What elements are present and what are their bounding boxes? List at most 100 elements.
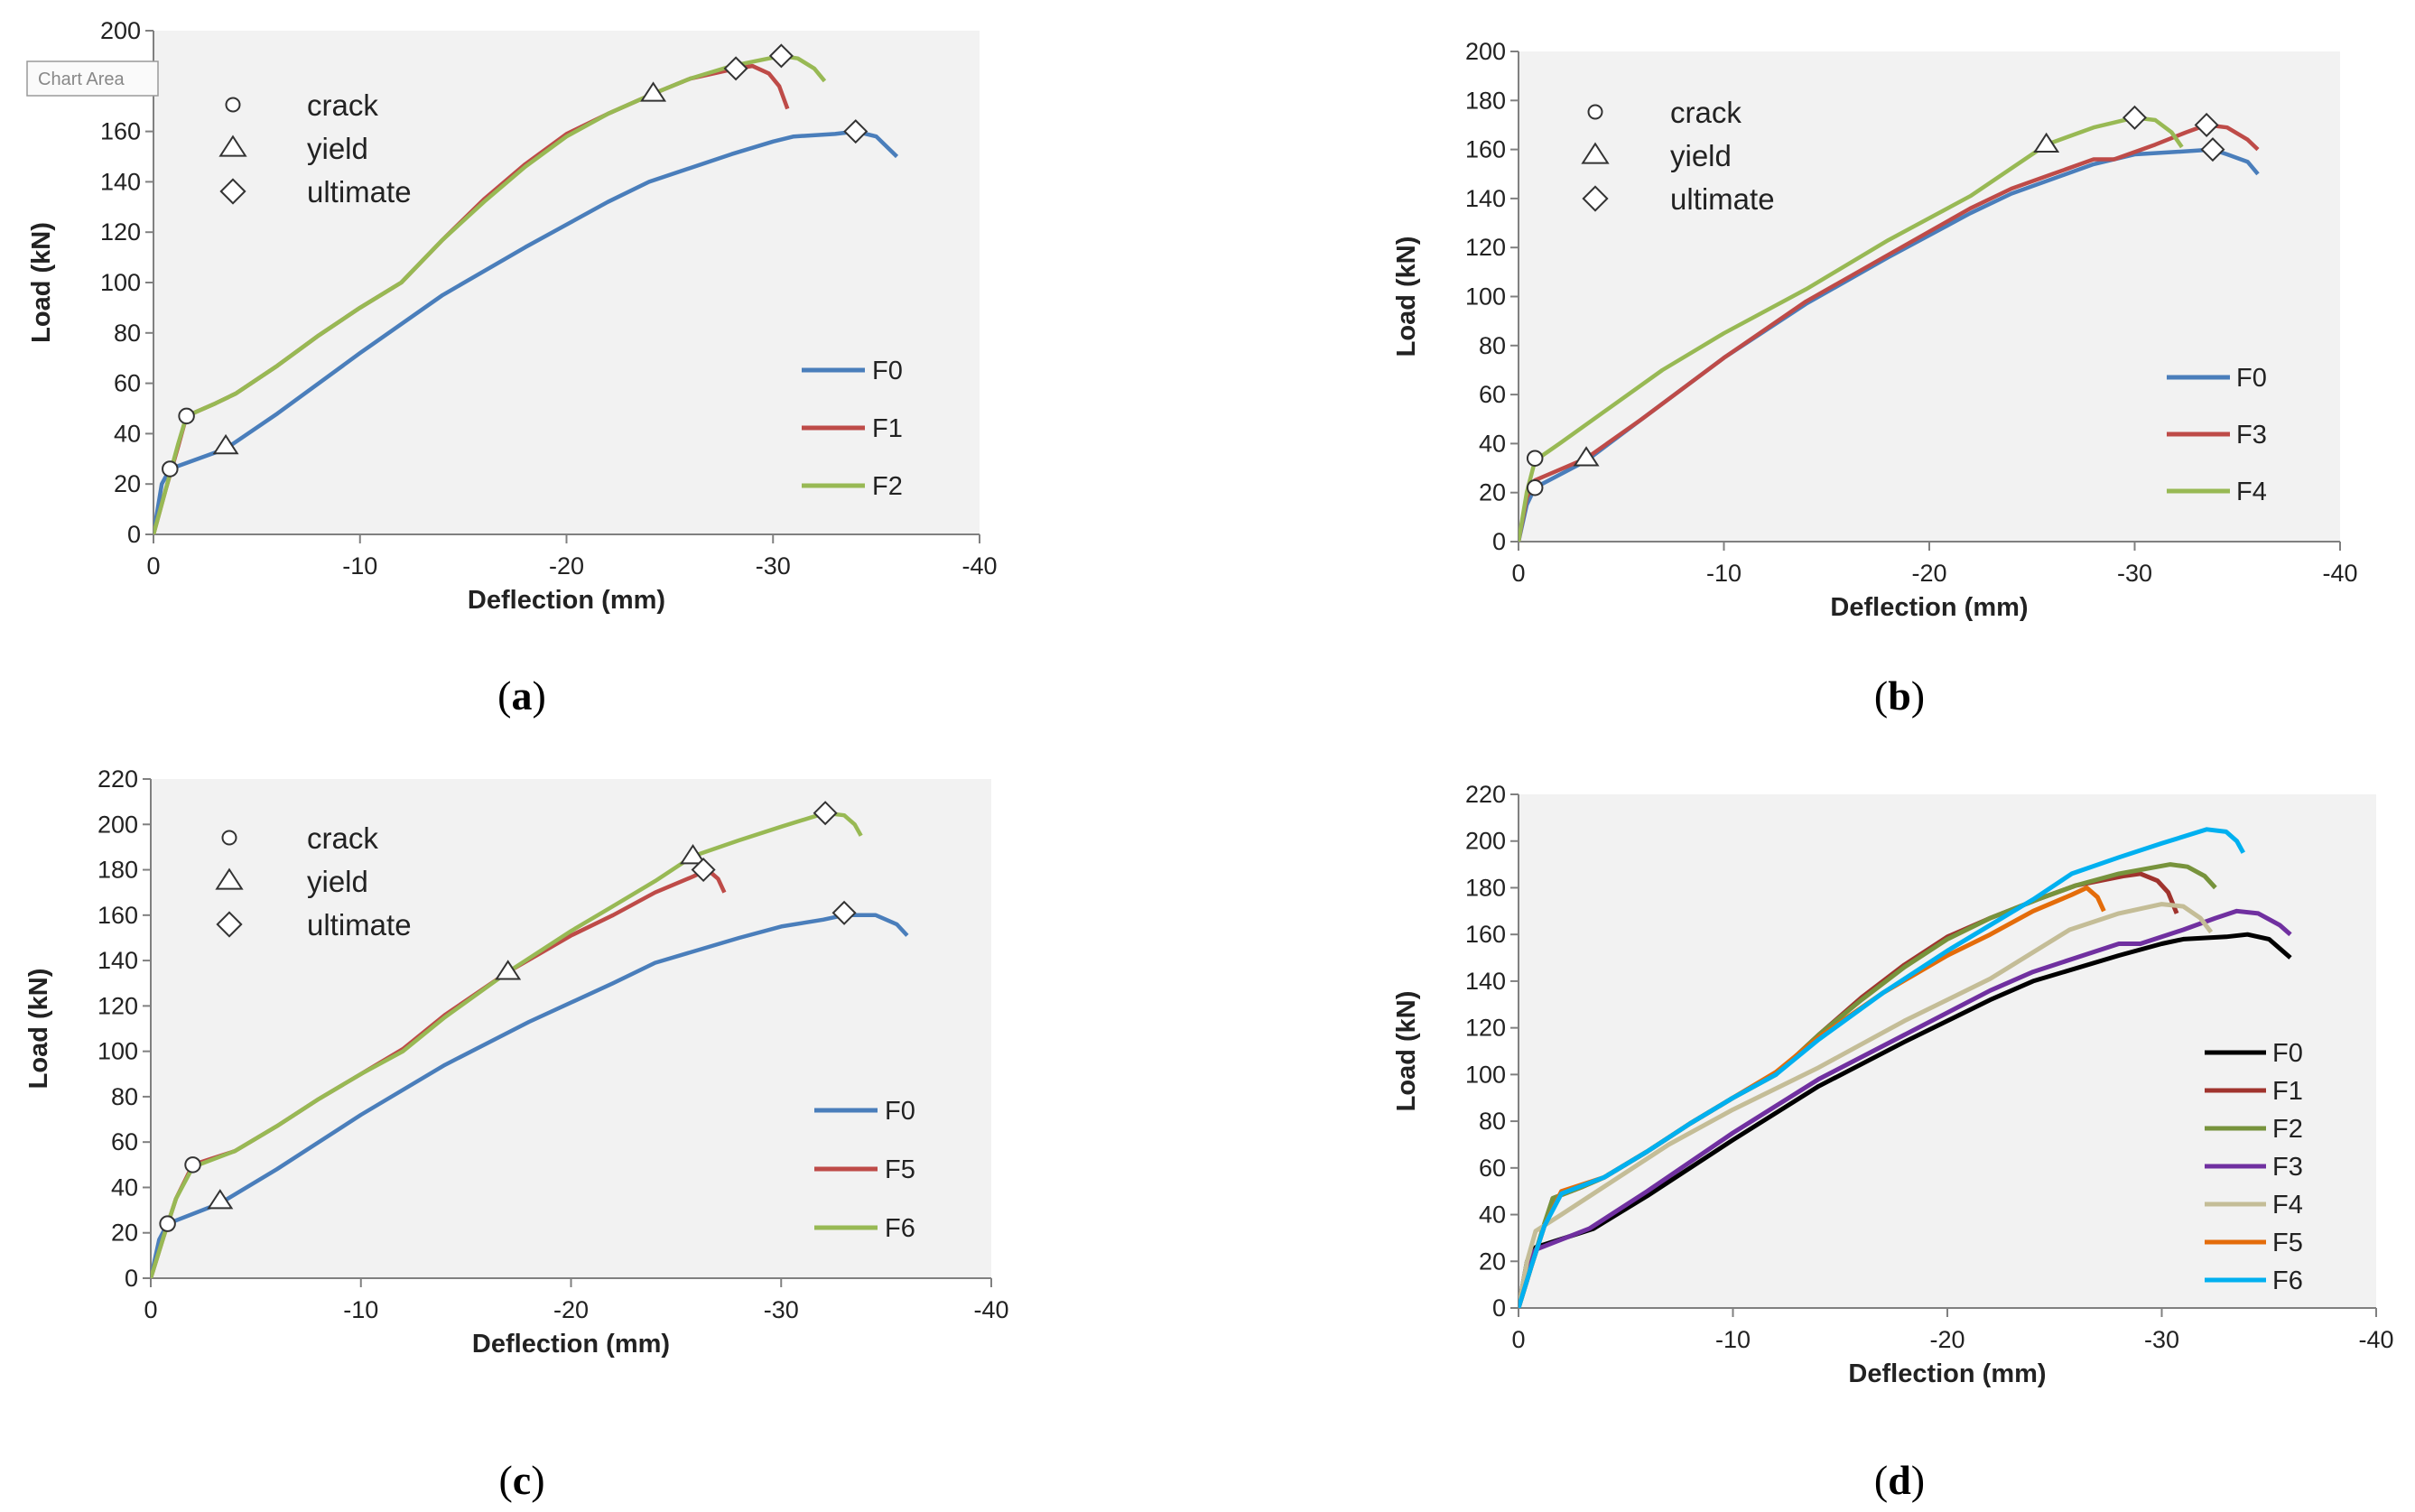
caption-paren-close: ): [1911, 673, 1925, 719]
x-tick-label: 0: [1511, 1326, 1525, 1353]
chart-d: 0 20 40 60 80 100 120 140 160 180 200 220 0 -10 -20 -30…: [1392, 781, 2394, 1503]
marker-diamond-point: [2200, 137, 2225, 162]
y-tick-label: 0: [127, 521, 141, 548]
y-tick-label: 40: [1479, 430, 1506, 457]
y-tick-label: 100: [1465, 1061, 1506, 1088]
marker-diamond-point: [768, 43, 794, 69]
y-tick-label: 40: [114, 420, 141, 447]
marker-diamond-point: [2194, 112, 2219, 137]
legend-diamond-symbol: [219, 178, 246, 205]
x-axis-title: Deflection (mm): [1830, 593, 2028, 622]
marker-diamond-point: [831, 900, 857, 925]
series-line-F6: [1519, 827, 2245, 1308]
marker-triangle-point: [212, 433, 239, 455]
marker-triangle-point: [680, 844, 706, 865]
x-tick-label: -10: [1715, 1326, 1751, 1353]
x-tick-label: 0: [1511, 560, 1525, 587]
y-tick-label: 80: [111, 1083, 138, 1110]
marker-diamond-point: [2122, 105, 2148, 130]
y-tick-label: 120: [100, 218, 141, 246]
caption-paren-open: (: [497, 673, 511, 719]
y-tick-label: 20: [1479, 479, 1506, 506]
x-tick-label: -40: [2358, 1326, 2393, 1353]
marker-circle-point: [159, 1215, 176, 1232]
x-tick-label: -40: [2322, 560, 2357, 587]
legend-label-F4: F4: [2272, 1191, 2303, 1220]
legend-circle-symbol: [225, 97, 241, 113]
x-tick-label: -20: [549, 552, 584, 580]
marker-circle-point: [1526, 450, 1544, 467]
chart-a: 0204060801001201401601802000-10-20-30-40…: [26, 17, 998, 719]
x-tick-label: -30: [2144, 1326, 2179, 1353]
legend-label-F6: F6: [885, 1214, 915, 1243]
y-tick-label: 0: [1492, 1294, 1506, 1322]
x-tick-label: 0: [144, 1296, 157, 1323]
x-tick-label: -40: [961, 552, 997, 580]
y-tick-label: 160: [98, 902, 138, 929]
chart-c: 0 20 40 60 80 100 120 140 160 180 200 220 0 -10 -20 -30…: [24, 765, 1009, 1503]
y-axis-title: Load (kN): [1392, 237, 1421, 357]
y-tick-label: 100: [1465, 283, 1506, 311]
panel-caption-b: (b): [1874, 673, 1925, 719]
y-tick-label: 60: [114, 370, 141, 397]
y-tick-label: 160: [100, 118, 141, 145]
legend-circle-symbol: [1587, 104, 1603, 120]
legend-label-F3: F3: [2272, 1153, 2303, 1182]
y-tick-label: 200: [98, 811, 138, 838]
chart-area-tooltip-box: [26, 60, 159, 97]
y-tick-label: 0: [125, 1265, 138, 1292]
legend-circle-symbol: [221, 830, 237, 846]
y-tick-label: 140: [100, 168, 141, 195]
y-tick-label: 120: [98, 992, 138, 1019]
caption-letter: a: [512, 673, 533, 719]
caption-letter: c: [513, 1457, 531, 1503]
caption-letter: b: [1888, 673, 1911, 719]
y-tick-label: 60: [1479, 381, 1506, 408]
y-tick-label: 180: [1465, 87, 1506, 114]
y-tick-label: 40: [1479, 1201, 1506, 1229]
caption-paren-open: (: [1874, 673, 1888, 719]
marker-diamond-point: [691, 858, 716, 883]
y-axis-title: Load (kN): [1392, 991, 1421, 1112]
legend-diamond-label: ultimate: [307, 908, 412, 942]
x-tick-label: -10: [342, 552, 377, 580]
marker-triangle-point: [640, 81, 667, 102]
legend-label-F0: F0: [2236, 364, 2267, 393]
x-tick-label: -10: [343, 1296, 378, 1323]
y-tick-label: 160: [1465, 136, 1506, 163]
marker-diamond-point: [843, 119, 868, 144]
marker-triangle-point: [1573, 446, 1600, 467]
legend-label-F4: F4: [2236, 478, 2267, 506]
marker-diamond-point: [723, 56, 748, 81]
y-tick-label: 60: [111, 1128, 138, 1155]
marker-triangle-point: [495, 960, 522, 980]
marker-circle-point: [162, 460, 179, 478]
chart-area-tooltip-label: Chart Area: [38, 70, 125, 89]
marker-triangle-point: [207, 1189, 234, 1210]
x-axis-title: Deflection (mm): [1848, 1359, 2046, 1388]
x-tick-label: -20: [1929, 1326, 1965, 1353]
caption-paren-close: ): [533, 673, 546, 719]
x-tick-label: -10: [1706, 560, 1742, 587]
legend-label-F0: F0: [872, 357, 903, 385]
legend-triangle-symbol: [1581, 142, 1610, 164]
y-tick-label: 40: [111, 1173, 138, 1201]
marker-triangle-point: [2033, 132, 2060, 153]
series-line-F2: [153, 53, 827, 534]
chart-b: 0 20 40 60 80 100 120 140 160 180 200 0 -10 -20 -30 -40…: [1392, 38, 2358, 719]
legend-triangle-symbol: [215, 867, 244, 890]
panel-caption-d: (d): [1874, 1457, 1925, 1503]
y-tick-label: 220: [98, 765, 138, 793]
y-tick-label: 140: [1465, 968, 1506, 995]
x-axis-title: Deflection (mm): [468, 586, 665, 615]
legend-label-F2: F2: [872, 472, 903, 501]
y-tick-label: 220: [1465, 781, 1506, 808]
marker-circle-point: [1526, 479, 1544, 496]
caption-paren-close: ): [1911, 1457, 1925, 1503]
y-tick-label: 100: [98, 1038, 138, 1065]
series-line-F0: [153, 129, 899, 534]
legend-label-F0: F0: [885, 1097, 915, 1126]
legend-label-F3: F3: [2236, 421, 2267, 450]
y-tick-label: 160: [1465, 921, 1506, 948]
